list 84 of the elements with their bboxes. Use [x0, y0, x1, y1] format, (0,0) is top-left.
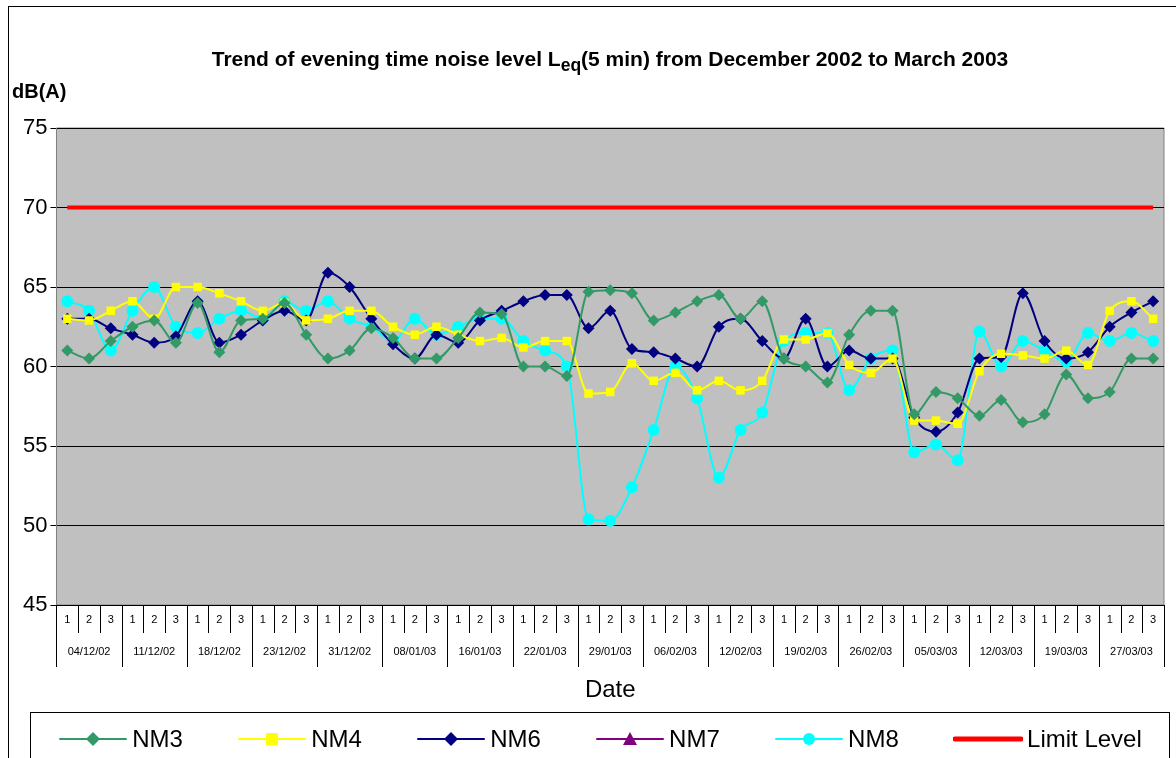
text: 22/01/03	[523, 645, 567, 658]
x-tick-label: 2	[411, 612, 418, 625]
x-tick-label: 3	[889, 612, 896, 625]
legend-label: Limit Level	[1027, 725, 1142, 753]
x-tick-label: 1	[64, 612, 71, 625]
x-tick-label: 1	[259, 612, 266, 625]
x-tick-label: 3	[303, 612, 310, 625]
x-tick-label: 3	[172, 612, 179, 625]
y-tick-label: 75	[22, 114, 48, 140]
text: 27/03/03	[1110, 645, 1153, 658]
text: 12/03/03	[979, 645, 1023, 658]
x-tick-label: 3	[368, 612, 375, 625]
x-tick-label: 2	[216, 612, 223, 625]
x-tick-label: 3	[563, 612, 570, 625]
x-tick-label: 3	[628, 612, 636, 625]
x-tick-label: 2	[151, 612, 158, 625]
x-tick-label: 1	[911, 612, 918, 625]
y-tick-label: 45	[22, 591, 48, 617]
x-tick-label: 1	[129, 612, 136, 625]
text: 23/12/02	[263, 645, 306, 658]
text: 26/02/03	[849, 645, 893, 658]
x-tick-label: 2	[476, 612, 483, 625]
chart-title: Trend of evening time noise level L$_{eq}$(5 min) from December 2002 to March 2003	[210, 46, 1010, 78]
y-tick-label: 60	[22, 352, 48, 378]
x-tick-label: 1	[324, 612, 331, 625]
x-tick-label: 2	[346, 612, 353, 625]
legend-label: NM6	[490, 725, 541, 753]
x-tick-label: 3	[1019, 612, 1026, 625]
text: 11/12/02	[133, 645, 176, 658]
x-tick-label: 2	[802, 612, 809, 625]
y-tick-label: 65	[22, 273, 48, 299]
x-tick-label: 1	[390, 612, 397, 625]
x-tick-label: 3	[824, 612, 831, 625]
x-tick-label: 3	[694, 612, 701, 625]
legend-label: NM7	[669, 725, 720, 753]
x-tick-label: 3	[107, 612, 114, 625]
text: 31/12/02	[328, 645, 372, 658]
legend-label: NM8	[848, 725, 899, 753]
legend-label: NM4	[311, 725, 362, 753]
x-tick-label: 2	[998, 612, 1005, 625]
x-tick-label: 2	[542, 612, 549, 625]
x-tick-label: 1	[715, 612, 722, 625]
text: 06/02/03	[653, 645, 697, 658]
y-tick-label: 50	[22, 511, 48, 537]
x-axis-title: Date	[584, 675, 636, 703]
x-tick-label: 1	[846, 612, 853, 625]
x-tick-label: 2	[1128, 612, 1135, 625]
x-tick-label: 1	[1106, 612, 1113, 625]
x-tick-label: 1	[976, 612, 983, 625]
x-tick-label: 3	[759, 612, 766, 625]
text: 19/02/03	[784, 645, 828, 658]
x-tick-label: 1	[780, 612, 788, 625]
x-tick-label: 2	[737, 612, 744, 625]
x-tick-label: 3	[1150, 612, 1157, 625]
x-tick-label: 3	[954, 612, 961, 625]
x-tick-label: 2	[672, 612, 679, 625]
text: 19/03/03	[1044, 645, 1088, 658]
x-tick-label: 3	[238, 612, 245, 625]
y-tick-label: 55	[22, 432, 48, 458]
x-tick-label: 2	[281, 612, 288, 625]
text: 18/12/02	[197, 645, 241, 658]
text: 05/03/03	[914, 645, 958, 658]
text: 12/02/03	[719, 645, 762, 658]
x-tick-label: 3	[498, 612, 505, 625]
x-tick-label: 1	[585, 612, 592, 625]
y-axis-title: dB(A)	[12, 80, 67, 103]
legend-label: NM3	[132, 725, 183, 753]
text: 08/01/03	[393, 645, 437, 658]
x-tick-label: 1	[194, 612, 201, 625]
x-tick-label: 2	[1063, 612, 1070, 625]
x-tick-label: 3	[1084, 612, 1092, 625]
x-tick-label: 1	[1041, 612, 1048, 625]
x-tick-label: 3	[433, 612, 440, 625]
y-tick-label: 70	[22, 193, 48, 219]
text: 04/12/02	[67, 645, 111, 658]
x-tick-label: 1	[520, 612, 527, 625]
text: 29/01/03	[588, 645, 632, 658]
x-tick-label: 2	[932, 612, 940, 625]
text: 16/01/03	[458, 645, 502, 658]
x-tick-label: 2	[607, 612, 614, 625]
x-tick-label: 2	[85, 612, 93, 625]
x-tick-label: 1	[650, 612, 657, 625]
x-tick-label: 2	[867, 612, 874, 625]
x-tick-label: 1	[455, 612, 462, 625]
